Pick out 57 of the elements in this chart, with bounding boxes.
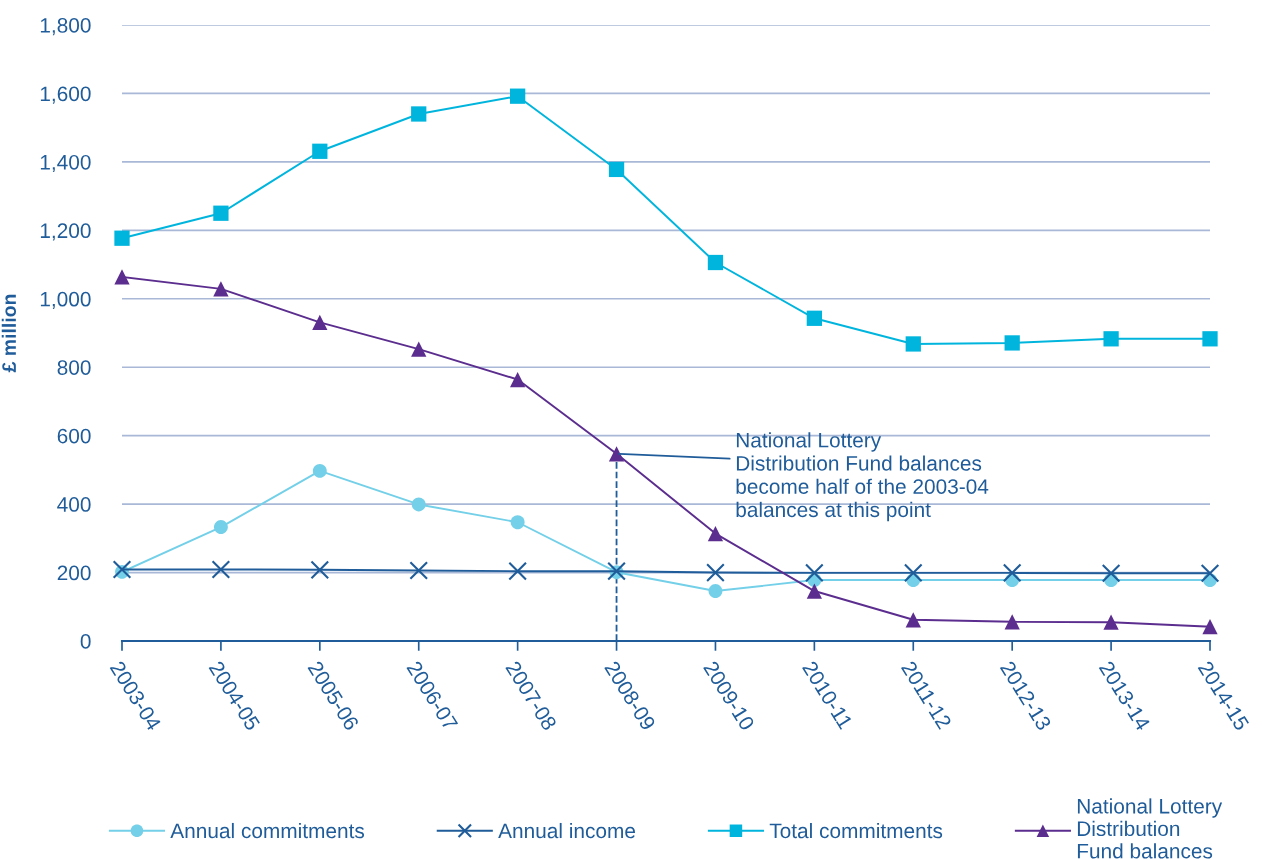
y-tick-label: 1,800 [40, 18, 91, 36]
y-tick-label: 200 [57, 565, 91, 581]
y-tick-label: 600 [57, 428, 91, 444]
point [312, 314, 328, 331]
point [312, 463, 327, 478]
point [608, 446, 625, 462]
y-tick-label: 800 [57, 360, 91, 375]
point [1202, 618, 1218, 635]
point [804, 563, 824, 583]
point [411, 341, 427, 357]
y-tick-label: 1,400 [40, 154, 91, 173]
point [806, 310, 822, 326]
point [706, 563, 725, 582]
point [806, 583, 822, 599]
point [112, 560, 132, 579]
point [1101, 563, 1121, 583]
point [905, 336, 921, 352]
point [607, 561, 626, 581]
point [1202, 331, 1218, 347]
point [510, 88, 526, 104]
y-tick-label: 1,600 [40, 86, 91, 104]
point [1200, 563, 1220, 583]
legend-label: National Lottery Distribution Fund balances [1077, 798, 1223, 859]
legend-label: Total commitments [769, 822, 943, 839]
y-tick-label: 1,200 [40, 223, 91, 241]
point [707, 525, 724, 542]
point [310, 560, 330, 580]
legend-label: Annual income [498, 822, 636, 839]
point [903, 563, 923, 583]
point [114, 230, 130, 246]
point [411, 497, 426, 512]
point [510, 371, 526, 388]
point [409, 561, 429, 580]
point [213, 520, 228, 534]
point [114, 269, 130, 285]
point [213, 281, 229, 297]
annotation: National Lottery Distribution Fund balances become half of the 2003-04 balances at this point [736, 432, 989, 522]
point [1103, 331, 1119, 347]
point [707, 254, 724, 271]
point [312, 143, 328, 159]
point [411, 106, 427, 122]
point [508, 561, 528, 581]
y-axis-title: £ million [1, 294, 17, 373]
point [213, 205, 229, 221]
point [1103, 614, 1119, 630]
point [708, 584, 723, 598]
point [1002, 563, 1022, 583]
y-tick-label: 0 [80, 634, 91, 649]
y-tick-label: 1,000 [40, 291, 91, 309]
point [510, 515, 525, 530]
point [905, 612, 921, 628]
legend-label: Annual commitments [170, 822, 365, 839]
point [211, 560, 231, 579]
point [608, 161, 625, 178]
point [1004, 614, 1020, 630]
y-tick-label: 400 [57, 497, 91, 512]
point [1004, 335, 1020, 351]
